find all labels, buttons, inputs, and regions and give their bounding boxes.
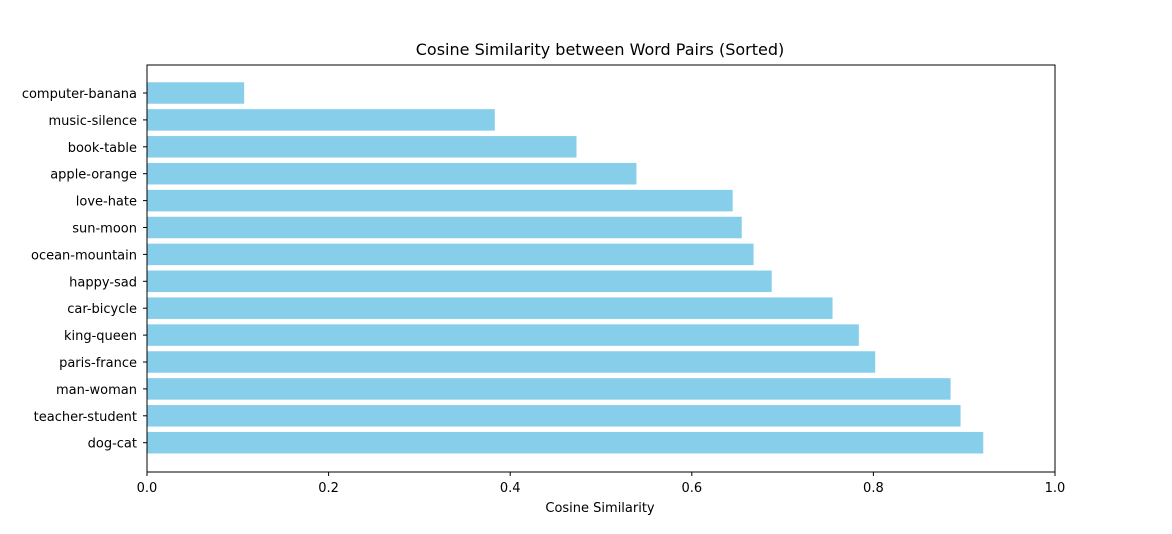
bars-layer	[147, 82, 984, 454]
x-tick-label: 0.4	[500, 481, 521, 496]
x-axis-ticks: 0.0 0.2 0.4 0.6 0.8 1.0	[137, 472, 1066, 496]
x-tick-label: 1.0	[1045, 481, 1066, 496]
x-axis-label: Cosine Similarity	[545, 501, 655, 516]
y-axis-ticks: computer-banana music-silence book-table ap…	[22, 87, 147, 452]
bar-king-queen	[147, 324, 859, 346]
bar-paris-france	[147, 351, 876, 373]
bar-man-woman	[147, 378, 951, 400]
y-tick-label: sun-moon	[72, 222, 137, 237]
bar-sun-moon	[147, 216, 742, 239]
y-tick-label: king-queen	[64, 329, 137, 344]
y-tick-label: dog-cat	[88, 437, 137, 452]
chart-title: Cosine Similarity between Word Pairs (So…	[416, 40, 785, 59]
y-tick-label: love-hate	[76, 195, 137, 210]
bar-computer-banana	[147, 82, 245, 104]
x-tick-label: 0.6	[681, 481, 702, 496]
y-tick-label: car-bicycle	[67, 302, 137, 317]
bar-ocean-mountain	[147, 243, 754, 266]
bar-dog-cat	[147, 431, 984, 454]
y-tick-label: man-woman	[56, 383, 137, 398]
y-tick-label: music-silence	[48, 114, 137, 129]
y-tick-label: paris-france	[59, 356, 137, 371]
bar-book-table	[147, 136, 577, 158]
x-tick-label: 0.0	[137, 481, 158, 496]
y-tick-label: happy-sad	[69, 275, 137, 290]
bar-apple-orange	[147, 162, 637, 185]
bar-love-hate	[147, 189, 733, 212]
y-tick-label: ocean-mountain	[31, 248, 137, 263]
bar-happy-sad	[147, 270, 772, 293]
bar-car-bicycle	[147, 297, 833, 319]
y-tick-label: book-table	[68, 141, 137, 156]
x-tick-label: 0.2	[318, 481, 339, 496]
bar-teacher-student	[147, 405, 961, 427]
y-tick-label: computer-banana	[22, 87, 137, 102]
y-tick-label: teacher-student	[34, 410, 137, 425]
bar-music-silence	[147, 109, 495, 131]
y-tick-label: apple-orange	[50, 168, 137, 183]
x-tick-label: 0.8	[863, 481, 884, 496]
plot-frame	[146, 64, 1056, 473]
